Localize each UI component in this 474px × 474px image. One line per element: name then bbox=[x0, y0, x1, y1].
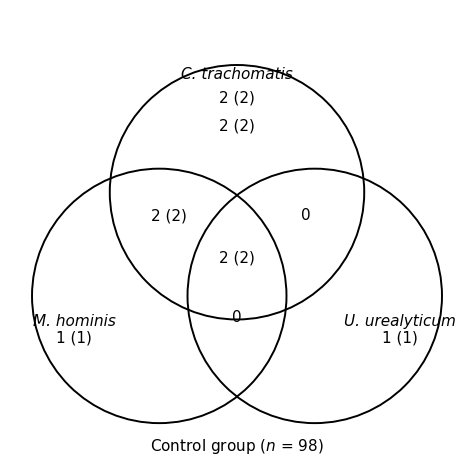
Text: U. urealyticum: U. urealyticum bbox=[344, 314, 456, 329]
Text: 1 (1): 1 (1) bbox=[56, 331, 92, 346]
Text: 0: 0 bbox=[301, 208, 310, 223]
Text: 1 (1): 1 (1) bbox=[382, 331, 418, 346]
Text: 2 (2): 2 (2) bbox=[219, 251, 255, 266]
Text: 0: 0 bbox=[232, 310, 242, 325]
Text: M. hominis: M. hominis bbox=[33, 314, 116, 329]
Text: 2 (2): 2 (2) bbox=[219, 119, 255, 134]
Text: Control group ($\it{n}$ = 98): Control group ($\it{n}$ = 98) bbox=[150, 437, 324, 456]
Text: 2 (2): 2 (2) bbox=[219, 91, 255, 106]
Text: C. trachomatis: C. trachomatis bbox=[181, 67, 293, 82]
Text: 2 (2): 2 (2) bbox=[151, 208, 187, 223]
